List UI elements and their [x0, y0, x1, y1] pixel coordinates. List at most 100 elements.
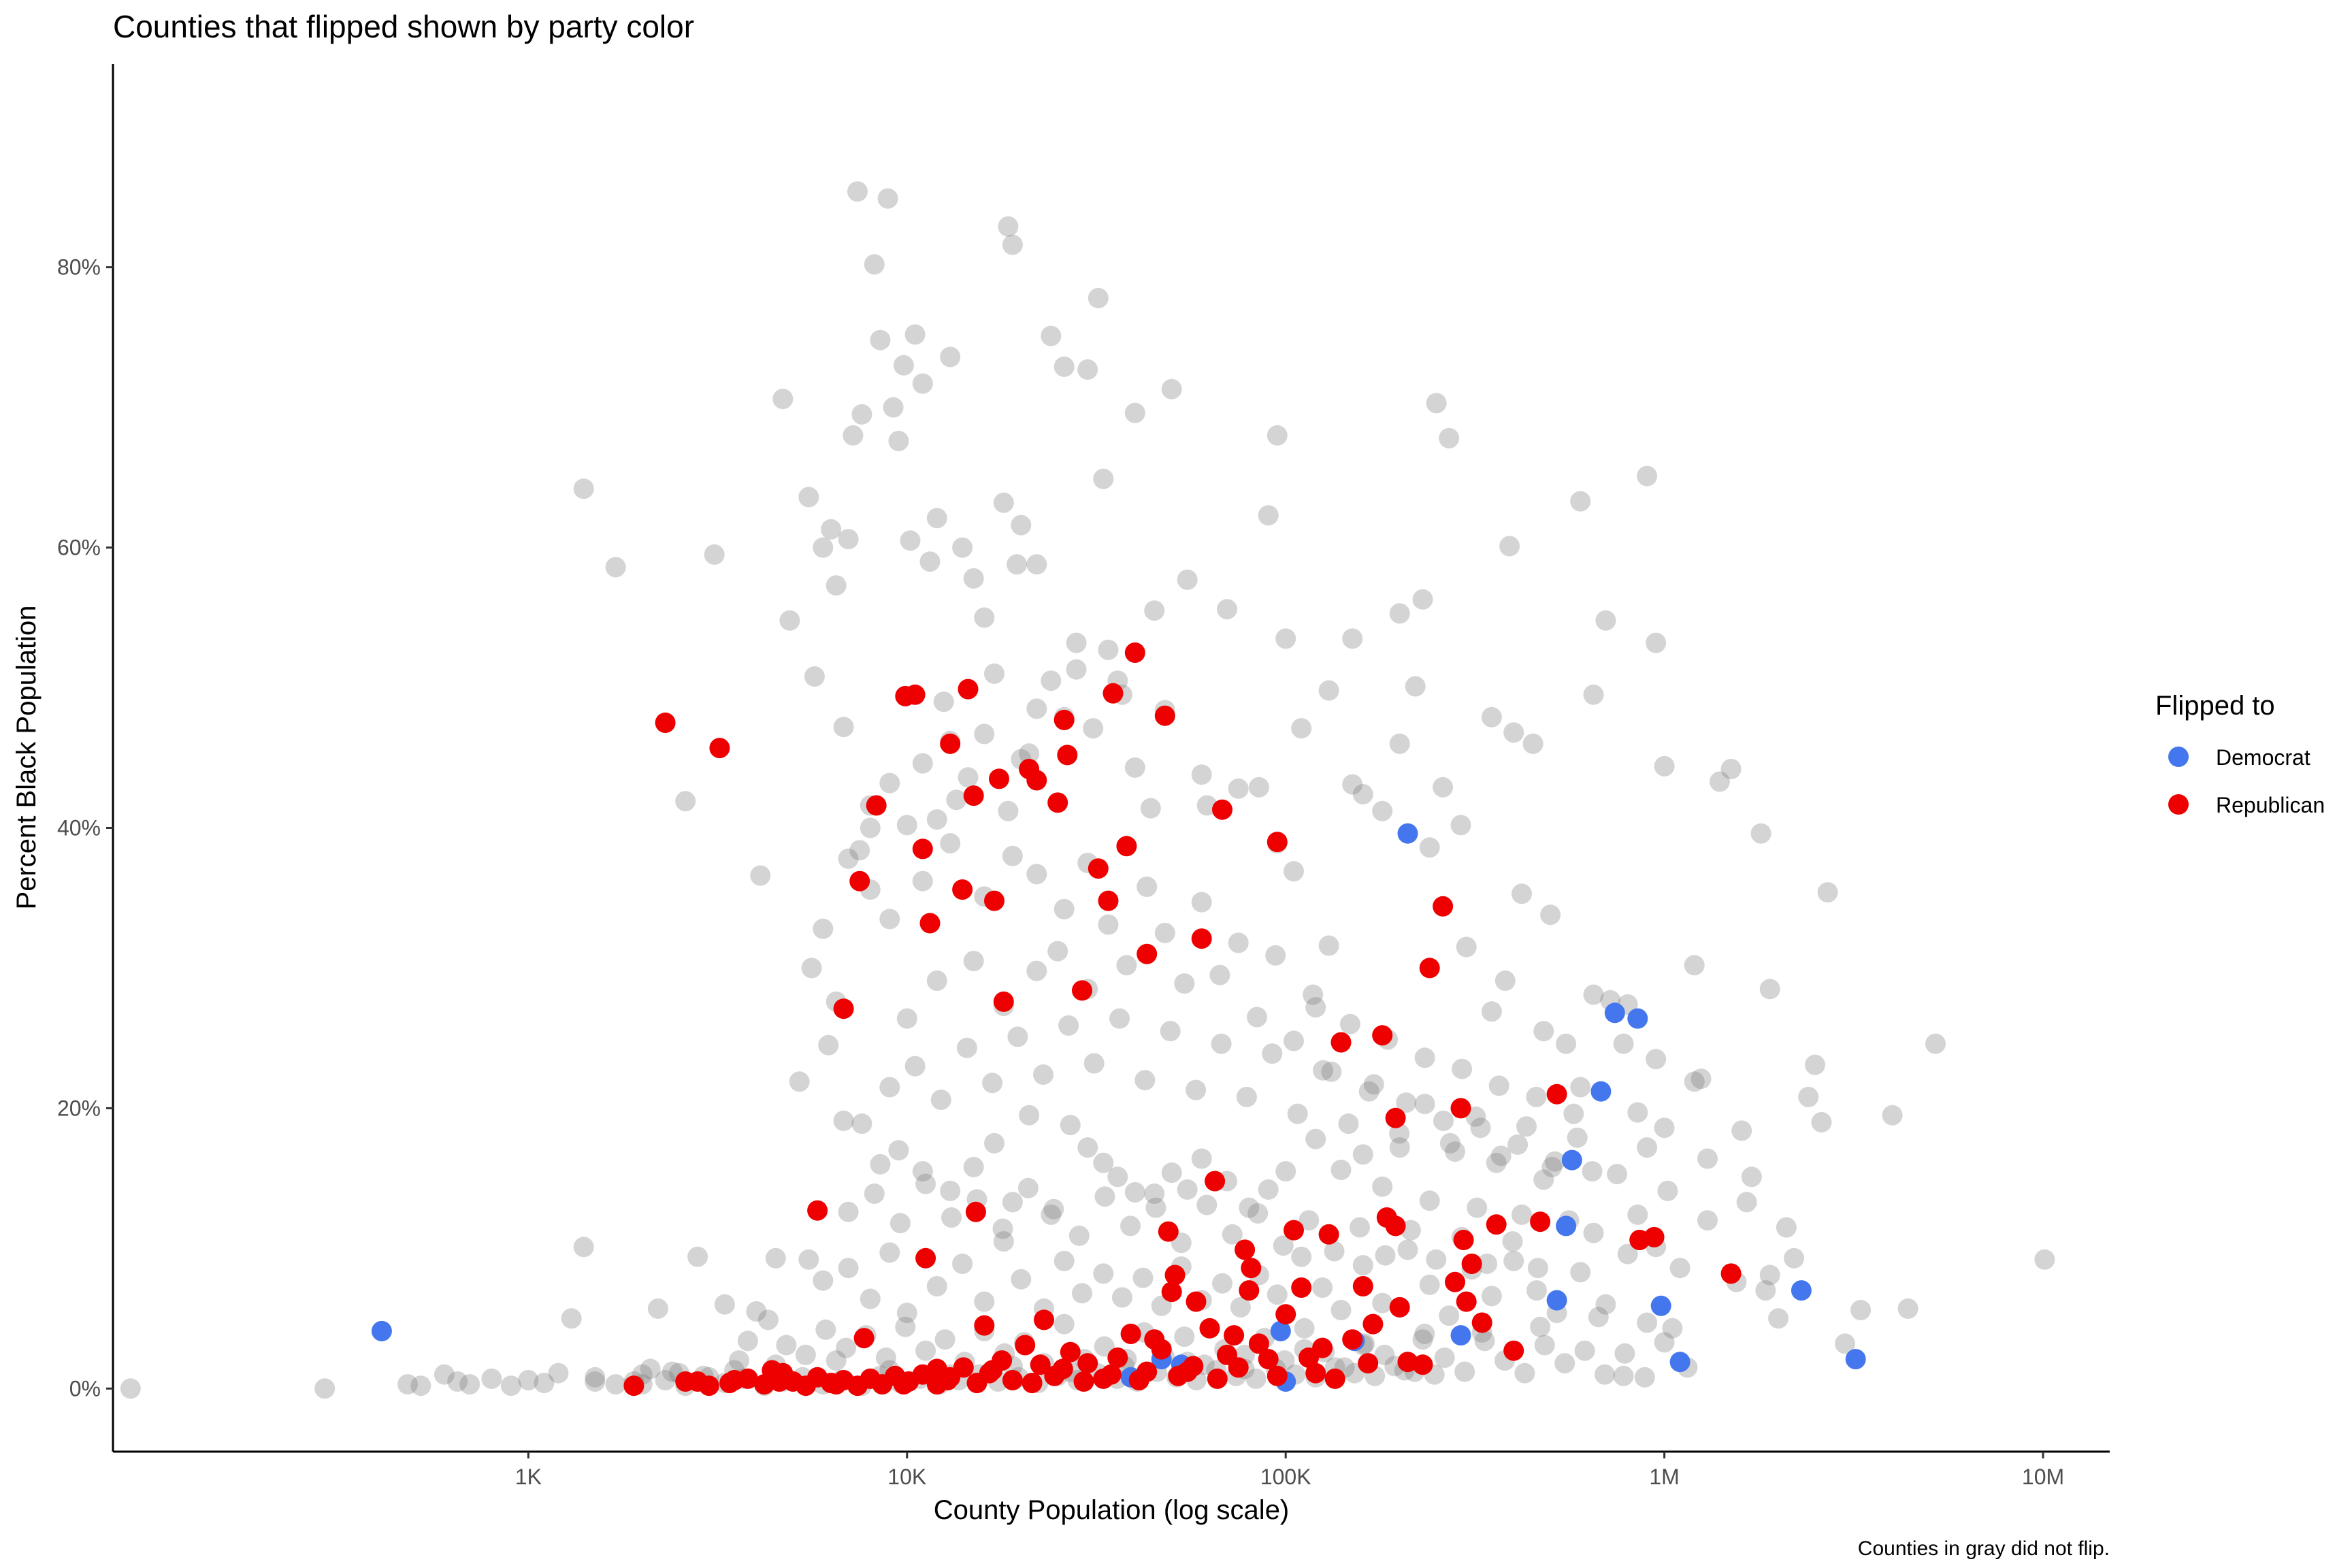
point-not-flipped: [1477, 1254, 1498, 1274]
point-not-flipped: [1405, 676, 1426, 697]
point-not-flipped: [434, 1364, 455, 1385]
point-not-flipped: [833, 717, 854, 738]
y-axis-title: Percent Black Population: [12, 606, 42, 910]
point-not-flipped: [1033, 1064, 1054, 1085]
point-not-flipped: [1262, 1043, 1283, 1064]
point-not-flipped: [1474, 1330, 1495, 1352]
point-not-flipped: [875, 1348, 896, 1368]
point-not-flipped: [1697, 1210, 1718, 1231]
point-not-flipped: [1439, 427, 1460, 448]
point-not-flipped: [1007, 1026, 1028, 1047]
point-not-flipped: [1154, 922, 1175, 943]
point-not-flipped: [879, 1242, 900, 1263]
point-not-flipped: [1419, 1274, 1440, 1295]
point-not-flipped: [1454, 1361, 1475, 1382]
point-not-flipped: [1544, 1151, 1565, 1172]
point-not-flipped: [1439, 1132, 1460, 1154]
point-not-flipped: [847, 181, 868, 202]
point-republican: [826, 1374, 847, 1395]
points-not-flipped: [120, 181, 2055, 1399]
point-not-flipped: [776, 1335, 797, 1356]
point-republican: [1419, 958, 1440, 979]
point-not-flipped: [1556, 1033, 1577, 1054]
point-not-flipped: [1534, 1335, 1555, 1356]
point-republican: [807, 1200, 828, 1221]
point-republican: [1072, 980, 1092, 1001]
point-not-flipped: [1284, 861, 1304, 882]
point-not-flipped: [843, 425, 864, 446]
point-republican: [966, 1373, 987, 1394]
point-not-flipped: [1389, 603, 1410, 624]
legend: Flipped to Democrat Republican: [2155, 691, 2325, 817]
point-not-flipped: [1274, 1350, 1295, 1371]
point-not-flipped: [889, 1213, 911, 1234]
point-republican: [772, 1362, 794, 1384]
legend-label-republican: Republican: [2216, 793, 2325, 817]
point-republican: [1199, 1318, 1220, 1339]
point-not-flipped: [1595, 1364, 1615, 1385]
point-not-flipped: [982, 1073, 1003, 1094]
point-not-flipped: [1124, 1182, 1145, 1203]
point-republican: [675, 1371, 696, 1392]
point-not-flipped: [1389, 733, 1410, 754]
point-not-flipped: [1191, 764, 1212, 785]
point-republican: [982, 1360, 1003, 1381]
point-not-flipped: [548, 1362, 569, 1384]
point-not-flipped: [1077, 1137, 1098, 1158]
point-not-flipped: [795, 1344, 816, 1365]
point-not-flipped: [459, 1374, 480, 1395]
point-not-flipped: [1043, 1198, 1064, 1220]
point-not-flipped: [1228, 932, 1249, 953]
point-not-flipped: [1174, 1326, 1195, 1348]
point-not-flipped: [1077, 359, 1098, 380]
point-republican: [989, 768, 1009, 789]
point-democrat: [1650, 1295, 1671, 1316]
points-flipped: [371, 642, 1866, 1396]
point-not-flipped: [870, 1154, 891, 1175]
point-not-flipped: [1627, 1204, 1648, 1225]
point-republican: [1154, 705, 1175, 726]
point-republican: [1385, 1107, 1406, 1128]
point-not-flipped: [573, 478, 594, 500]
point-not-flipped: [314, 1378, 336, 1399]
point-not-flipped: [1068, 1225, 1090, 1246]
point-not-flipped: [998, 216, 1019, 237]
point-not-flipped: [1925, 1033, 1946, 1054]
point-republican: [1077, 1353, 1098, 1374]
point-not-flipped: [1502, 1231, 1523, 1252]
point-not-flipped: [851, 1113, 872, 1134]
point-not-flipped: [1570, 491, 1591, 512]
point-not-flipped: [1375, 1245, 1396, 1266]
point-not-flipped: [1174, 973, 1195, 994]
point-not-flipped: [1512, 1204, 1532, 1225]
point-republican: [1177, 1361, 1198, 1382]
point-not-flipped: [1107, 1166, 1128, 1188]
point-not-flipped: [904, 324, 926, 345]
point-not-flipped: [826, 575, 847, 596]
point-republican: [1098, 890, 1119, 911]
point-not-flipped: [1657, 1180, 1678, 1201]
point-not-flipped: [1412, 1329, 1433, 1350]
point-republican: [1267, 1365, 1288, 1386]
point-not-flipped: [1882, 1105, 1903, 1126]
point-not-flipped: [1352, 784, 1373, 804]
point-not-flipped: [605, 1374, 626, 1395]
point-republican: [1456, 1291, 1477, 1312]
point-not-flipped: [1058, 1015, 1079, 1036]
point-republican: [1120, 1324, 1141, 1344]
point-not-flipped: [1450, 815, 1471, 836]
point-republican: [737, 1368, 758, 1389]
point-republican: [1298, 1348, 1319, 1368]
point-not-flipped: [1019, 1105, 1040, 1126]
point-not-flipped: [1467, 1197, 1488, 1218]
x-tick-label: 10M: [2022, 1465, 2064, 1489]
point-republican: [963, 785, 984, 806]
point-not-flipped: [1287, 1103, 1308, 1124]
point-not-flipped: [1339, 1013, 1360, 1034]
point-not-flipped: [860, 1288, 881, 1309]
point-not-flipped: [963, 568, 984, 589]
point-republican: [1186, 1291, 1207, 1312]
point-not-flipped: [838, 1258, 859, 1279]
point-not-flipped: [1054, 1313, 1075, 1335]
point-not-flipped: [1093, 468, 1114, 489]
